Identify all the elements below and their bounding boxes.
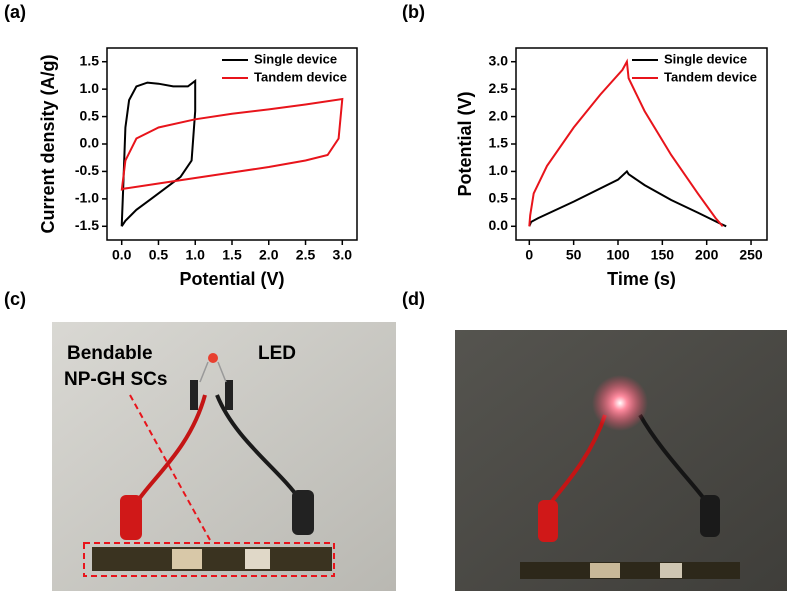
y-tick-label: 0.0	[489, 217, 509, 233]
x-axis-title: Time (s)	[607, 269, 676, 289]
panel-label: (c)	[4, 289, 26, 309]
y-tick-label: -0.5	[75, 162, 99, 178]
y-tick-label: 2.5	[489, 80, 509, 96]
x-tick-label: 50	[566, 247, 582, 263]
y-tick-label: 1.0	[80, 80, 100, 96]
y-tick-label: 2.0	[489, 107, 509, 123]
panel-label: (a)	[4, 2, 26, 22]
x-tick-label: 100	[606, 247, 630, 263]
legend-label: Tandem device	[254, 69, 347, 84]
x-tick-label: 150	[651, 247, 675, 263]
y-tick-label: 3.0	[489, 52, 509, 68]
x-tick-label: 200	[695, 247, 719, 263]
x-tick-label: 0.5	[149, 247, 169, 263]
data-line	[120, 97, 344, 191]
x-tick-label: 1.0	[186, 247, 206, 263]
legend-label: Single device	[664, 51, 747, 66]
x-axis-title: Potential (V)	[179, 269, 284, 289]
y-tick-label: -1.5	[75, 217, 99, 233]
legend-label: Single device	[254, 51, 337, 66]
photo-label: NP-GH SCs	[64, 369, 167, 390]
legend-label: Tandem device	[664, 69, 757, 84]
data-line	[120, 78, 197, 227]
photo-label: LED	[258, 343, 296, 364]
y-tick-label: 1.5	[489, 135, 509, 151]
x-tick-label: 250	[739, 247, 763, 263]
panel-label: (d)	[402, 289, 425, 309]
y-tick-label: -1.0	[75, 190, 99, 206]
x-tick-label: 1.5	[222, 247, 242, 263]
x-tick-label: 2.5	[296, 247, 316, 263]
y-axis-title: Current density (A/g)	[38, 54, 58, 233]
photo-d	[455, 330, 787, 591]
x-tick-label: 2.0	[259, 247, 279, 263]
photo-label: Bendable	[67, 343, 153, 364]
photo-c: Bendable NP-GH SCs LED	[52, 322, 396, 591]
x-tick-label: 0	[525, 247, 533, 263]
y-tick-label: 1.5	[80, 52, 100, 68]
data-line	[528, 58, 724, 227]
data-line	[528, 169, 727, 228]
y-axis-title: Potential (V)	[455, 91, 475, 196]
y-tick-label: 0.0	[80, 135, 100, 151]
y-tick-label: 0.5	[489, 190, 509, 206]
y-tick-label: 0.5	[80, 107, 100, 123]
x-tick-label: 3.0	[333, 247, 353, 263]
x-tick-label: 0.0	[112, 247, 132, 263]
panel-label: (b)	[402, 2, 425, 22]
y-tick-label: 1.0	[489, 162, 509, 178]
